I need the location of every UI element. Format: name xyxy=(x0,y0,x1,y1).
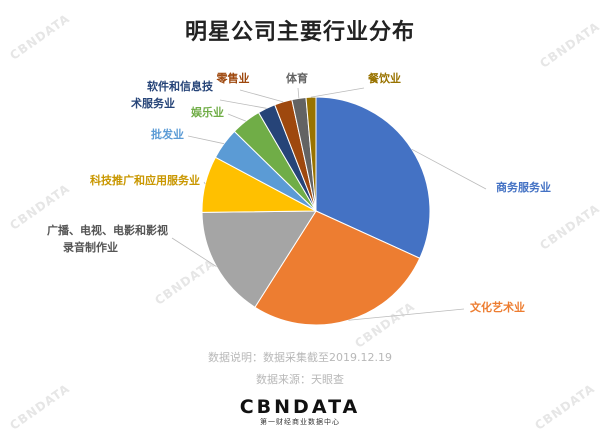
slice-label: 娱乐业 xyxy=(191,105,224,119)
leader-line xyxy=(310,87,365,98)
leader-line xyxy=(239,89,284,103)
slice-label: 商务服务业 xyxy=(496,180,551,194)
brand-logo: CBNDATA 第一财经商业数据中心 xyxy=(0,397,600,427)
data-note: 数据说明：数据采集截至2019.12.19 xyxy=(208,351,392,364)
pie-slice xyxy=(305,96,317,212)
leader-line xyxy=(348,308,465,321)
slice-label: 广播、电视、电影和影视录音制作业 xyxy=(47,223,168,254)
slice-label: 科技推广和应用服务业 xyxy=(90,173,200,187)
leader-line xyxy=(171,237,217,267)
slice-label: 批发业 xyxy=(151,127,184,141)
pie-slice xyxy=(201,210,317,308)
slice-label: 零售业 xyxy=(216,71,250,85)
slice-label: 文化艺术业 xyxy=(470,300,525,314)
pie-slice xyxy=(315,96,431,259)
leader-line xyxy=(411,148,487,190)
chart-title: 明星公司主要行业分布 xyxy=(184,20,415,45)
data-source: 数据来源：天眼查 xyxy=(256,373,344,386)
slice-label: 软件和信息技术服务业 xyxy=(130,79,214,110)
leader-line xyxy=(297,87,300,99)
leader-line xyxy=(219,99,267,109)
slice-label: 餐饮业 xyxy=(367,71,401,85)
slice-label: 体育 xyxy=(286,71,308,85)
leader-line xyxy=(227,113,246,122)
brand-name: CBNDATA xyxy=(239,396,361,418)
leader-line xyxy=(203,181,206,185)
leader-line xyxy=(187,135,225,145)
brand-subtitle: 第一财经商业数据中心 xyxy=(260,418,340,426)
